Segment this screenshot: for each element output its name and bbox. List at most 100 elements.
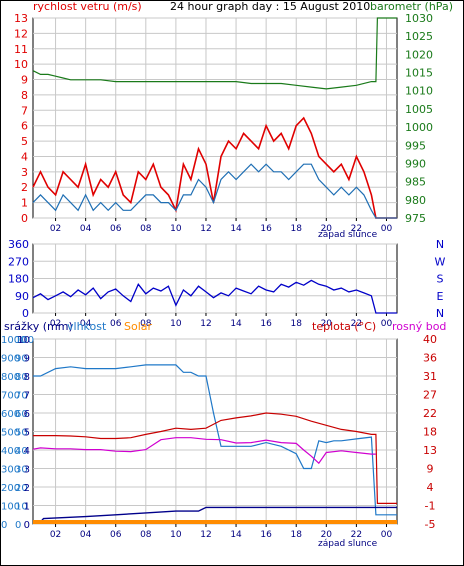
rain-ytick-label: 10 xyxy=(17,335,30,346)
rain-ytick-label: 8 xyxy=(24,372,30,383)
rain-ytick-label: 3 xyxy=(24,465,30,476)
solar-ytick-label: 700 xyxy=(1,391,20,402)
direction-ytick-label: 270 xyxy=(8,255,29,268)
climate-xtick-label: 04 xyxy=(80,530,92,540)
wind-xtick-label: 10 xyxy=(170,224,182,234)
wind-xtick-label: 06 xyxy=(110,224,122,234)
humidity-temperature-chart: 0 0 01001012002023003034004045005056006067… xyxy=(1,320,446,549)
temperature-ytick-label: 4 xyxy=(427,481,434,494)
climate-xtick-label: 12 xyxy=(200,530,211,540)
humidity-ytick-label: 0 xyxy=(15,520,21,531)
solar-ytick-label: 800 xyxy=(1,372,20,383)
rain-label: srážky (mm) xyxy=(4,320,73,333)
pressure-ytick-label: 1015 xyxy=(405,67,433,80)
solar-ytick-label: 1000 xyxy=(1,335,26,346)
pressure-ytick-label: 1025 xyxy=(405,30,433,43)
pressure-ytick-label: 1010 xyxy=(405,85,433,98)
rain-ytick-label: 5 xyxy=(24,428,30,439)
wind-pressure-chart: 0123456789101112139759809859909951000100… xyxy=(14,0,453,240)
wind-ytick-label: 8 xyxy=(21,89,28,102)
direction-xtick-label: 14 xyxy=(230,319,242,329)
humidity-ytick-label: 40 xyxy=(15,446,28,457)
wind-xtick-label: 08 xyxy=(140,224,152,234)
rain-ytick-label: 2 xyxy=(24,483,30,494)
solar-ytick-label: 900 xyxy=(1,354,20,365)
pressure-series xyxy=(32,17,397,90)
temperature-ytick-label: 13 xyxy=(423,444,437,457)
wind-ytick-label: 9 xyxy=(21,74,28,87)
pressure-ytick-label: 980 xyxy=(405,194,426,207)
direction-xtick-label: 04 xyxy=(80,319,92,329)
wind-ytick-label: 6 xyxy=(21,120,28,133)
solar-ytick-label: 500 xyxy=(1,428,20,439)
wind-panel-frame xyxy=(32,17,398,219)
wind-average-series xyxy=(32,163,397,219)
wind-ytick-label: 10 xyxy=(14,58,28,71)
rain-ytick-label: 7 xyxy=(24,391,30,402)
direction-xtick-label: 06 xyxy=(110,319,122,329)
temperature-label: teplota (°C) xyxy=(312,320,376,333)
direction-ytick-label: 0 xyxy=(22,307,29,320)
temperature-ytick-label: 31 xyxy=(423,370,437,383)
direction-ytick-label: 180 xyxy=(8,273,29,286)
temperature-series xyxy=(33,412,397,504)
compass-label: S xyxy=(437,273,444,286)
temperature-ytick-label: -1 xyxy=(425,500,436,513)
solar-ytick-label: 600 xyxy=(1,409,20,420)
humidity-label: vlhkost xyxy=(67,320,107,333)
wind-xtick-label: 22 xyxy=(351,224,362,234)
pressure-ytick-label: 985 xyxy=(405,176,426,189)
wind-xtick-label: 18 xyxy=(290,224,302,234)
humidity-ytick-label: 10 xyxy=(15,502,28,513)
humidity-ytick-label: 80 xyxy=(15,372,28,383)
direction-xtick-label: 02 xyxy=(50,319,61,329)
pressure-ytick-label: 1030 xyxy=(405,12,433,25)
dewpoint-label: rosný bod xyxy=(392,320,446,333)
pressure-ytick-label: 975 xyxy=(405,212,426,225)
climate-xtick-label: 02 xyxy=(50,530,61,540)
humidity-ytick-label: 90 xyxy=(15,354,28,365)
chart-title: 24 hour graph day : 15 August 2010 xyxy=(170,0,370,13)
solar-ytick-label: 100 xyxy=(1,502,20,513)
wind-xtick-label: 04 xyxy=(80,224,92,234)
solar-ytick-label: 200 xyxy=(1,483,20,494)
climate-xtick-label: 06 xyxy=(110,530,122,540)
wind-ytick-label: 5 xyxy=(21,135,28,148)
sunset-label-bottom: západ slunce xyxy=(318,539,378,549)
direction-xtick-label: 20 xyxy=(321,319,333,329)
temperature-ytick-label: 36 xyxy=(423,352,437,365)
temperature-ytick-label: 22 xyxy=(423,407,437,420)
direction-xtick-label: 16 xyxy=(260,319,272,329)
wind-ytick-label: 7 xyxy=(21,104,28,117)
rain-ytick-label: 9 xyxy=(24,354,30,365)
wind-ytick-label: 11 xyxy=(14,43,28,56)
direction-xtick-label: 00 xyxy=(381,319,393,329)
climate-xtick-label: 20 xyxy=(321,530,333,540)
solar-label: Solar xyxy=(124,320,153,333)
compass-label: W xyxy=(435,255,446,268)
dewpoint-series xyxy=(32,437,376,465)
humidity-ytick-label: 50 xyxy=(15,428,28,439)
wind-ytick-label: 4 xyxy=(21,150,28,163)
compass-label: N xyxy=(436,238,444,251)
direction-xtick-label: 12 xyxy=(200,319,211,329)
climate-xtick-label: 18 xyxy=(290,530,302,540)
wind-ytick-label: 0 xyxy=(21,212,28,225)
wind-direction-series xyxy=(32,279,397,314)
wind-xtick-label: 02 xyxy=(50,224,61,234)
humidity-ytick-label: 60 xyxy=(15,409,28,420)
pressure-ytick-label: 995 xyxy=(405,139,426,152)
temperature-ytick-label: -5 xyxy=(425,518,436,531)
direction-xtick-label: 18 xyxy=(290,319,302,329)
wind-ytick-label: 13 xyxy=(14,12,28,25)
pressure-label: barometr (hPa) xyxy=(370,0,453,13)
direction-ytick-label: 90 xyxy=(15,290,29,303)
wind-xtick-label: 12 xyxy=(200,224,211,234)
direction-xtick-label: 10 xyxy=(170,319,182,329)
climate-xtick-label: 00 xyxy=(381,530,393,540)
direction-xtick-label: 08 xyxy=(140,319,152,329)
rain-series xyxy=(33,506,397,523)
temperature-ytick-label: 40 xyxy=(423,333,437,346)
pressure-ytick-label: 1005 xyxy=(405,103,433,116)
climate-xtick-label: 16 xyxy=(260,530,272,540)
